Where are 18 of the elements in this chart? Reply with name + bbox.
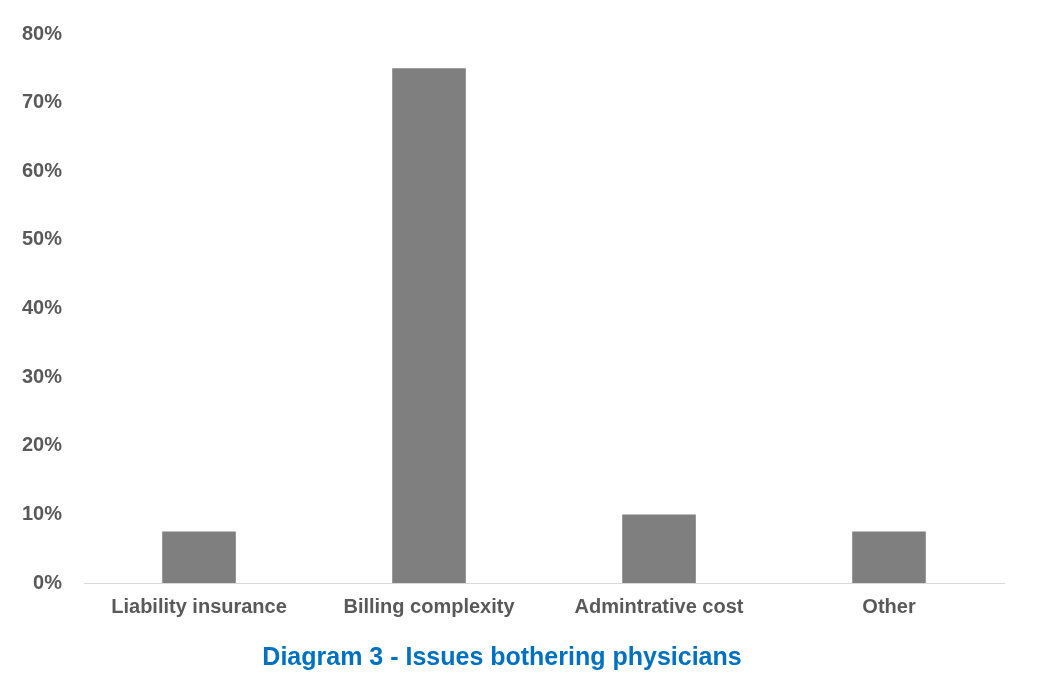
y-tick-label: 20% bbox=[22, 433, 63, 456]
x-tick-label: Other bbox=[862, 594, 916, 617]
bar bbox=[852, 531, 926, 583]
y-tick-label: 30% bbox=[22, 364, 63, 387]
y-tick-label: 50% bbox=[22, 227, 63, 250]
x-tick-label: Liability insurance bbox=[111, 594, 287, 617]
y-tick-label: 70% bbox=[22, 90, 63, 113]
y-tick-label: 60% bbox=[22, 158, 63, 181]
x-tick-label: Admintrative cost bbox=[574, 594, 744, 617]
bar bbox=[162, 531, 236, 583]
y-tick-label: 80% bbox=[22, 21, 63, 44]
y-tick-label: 10% bbox=[22, 501, 63, 524]
y-tick-label: 40% bbox=[22, 296, 63, 319]
bar bbox=[622, 514, 696, 583]
bar bbox=[392, 68, 466, 583]
text: Diagram 3 - Issues bothering physicians bbox=[262, 641, 742, 670]
y-tick-label: 0% bbox=[33, 570, 63, 593]
x-tick-label: Billing complexity bbox=[343, 594, 516, 617]
